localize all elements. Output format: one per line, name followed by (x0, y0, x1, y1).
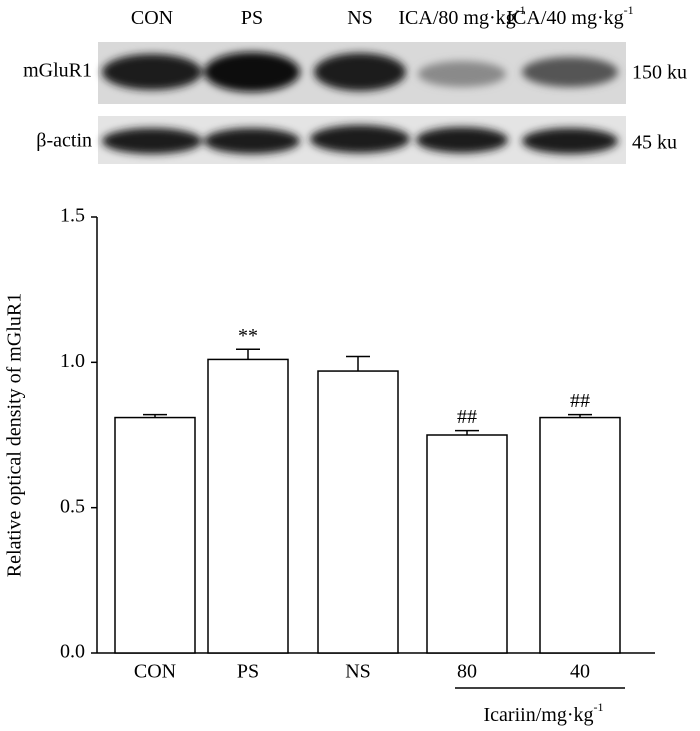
band (314, 53, 406, 91)
lane-label: CON (131, 7, 173, 29)
row-label: mGluR1 (23, 60, 92, 82)
x-tick-label: 40 (570, 661, 590, 683)
lane-label-base: NS (347, 7, 373, 29)
lane-label-base: CON (131, 7, 173, 29)
lane-label: ICA/80 mg·kg-1 (398, 3, 525, 29)
lane-label: ICA/40 mg·kg-1 (506, 3, 633, 29)
y-tick-label: 1.0 (60, 350, 85, 372)
y-tick-label: 0.5 (60, 495, 85, 517)
band (416, 127, 508, 153)
significance-label: ## (570, 390, 590, 412)
lane-label-sup: -1 (624, 3, 634, 17)
lane-label-base: ICA/80 mg·kg (398, 7, 515, 29)
lane-label-base: ICA/40 mg·kg (506, 7, 623, 29)
significance-label: ## (457, 406, 477, 428)
lane-label: NS (347, 7, 373, 29)
x-tick-label: NS (345, 661, 371, 683)
group-label-sup: -1 (593, 700, 603, 714)
error-bar (568, 413, 592, 418)
x-tick-label: 80 (457, 661, 477, 683)
bar (207, 358, 289, 654)
band (204, 52, 300, 92)
bar (426, 434, 508, 654)
y-tick-label: 1.5 (60, 205, 85, 227)
band (102, 128, 202, 154)
error-bar (143, 413, 167, 418)
band (418, 61, 506, 87)
bar (114, 416, 196, 654)
band (522, 57, 618, 87)
band (204, 128, 300, 154)
western-blot (98, 42, 626, 164)
row-label: β-actin (36, 130, 92, 152)
lane-label-sup: -1 (516, 3, 526, 17)
x-tick-label: CON (134, 661, 176, 683)
significance-label: ** (238, 325, 258, 347)
lane-label: PS (241, 7, 263, 29)
group-label-base: Icariin/mg·kg (484, 704, 594, 726)
error-bar (346, 355, 370, 372)
error-bar (236, 348, 260, 360)
band (102, 54, 202, 90)
band (522, 128, 618, 154)
y-axis-label: Relative optical density of mGluR1 (4, 293, 26, 577)
y-tick-label: 0.0 (60, 641, 85, 663)
row-size: 150 ku (632, 62, 687, 84)
band (310, 125, 410, 153)
bands (102, 52, 618, 154)
error-bar (455, 429, 479, 435)
bar (539, 416, 621, 654)
lane-label-base: PS (241, 7, 263, 29)
bar (317, 370, 399, 654)
row-size: 45 ku (632, 132, 677, 154)
x-tick-label: PS (237, 661, 259, 683)
group-label: Icariin/mg·kg-1 (484, 700, 604, 726)
